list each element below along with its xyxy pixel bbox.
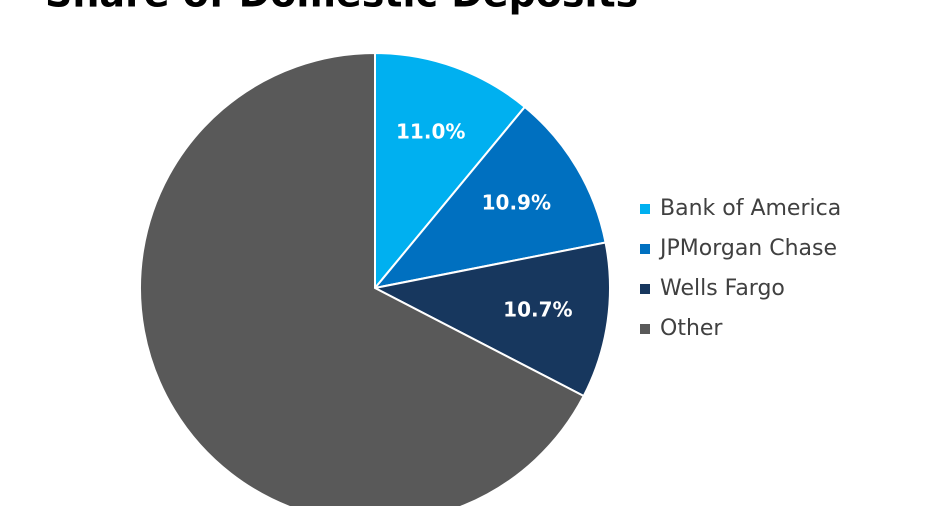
chart-title: Share of Domestic Deposits	[45, 0, 638, 16]
pie-slice	[374, 51, 527, 291]
pie-slice	[139, 51, 586, 506]
legend-label: Bank of America	[660, 196, 841, 221]
pie-slice	[372, 105, 607, 290]
legend-label: Wells Fargo	[660, 276, 785, 301]
data-label: 10.7%	[503, 298, 572, 322]
legend-marker	[640, 244, 650, 254]
legend-label: Other	[660, 316, 723, 341]
legend-marker	[640, 204, 650, 214]
pie-slice	[371, 241, 611, 398]
data-label: 10.9%	[482, 190, 551, 214]
legend-label: JPMorgan Chase	[658, 236, 837, 261]
legend-marker	[640, 324, 650, 334]
data-label: 11.0%	[396, 120, 465, 144]
legend-marker	[640, 284, 650, 294]
